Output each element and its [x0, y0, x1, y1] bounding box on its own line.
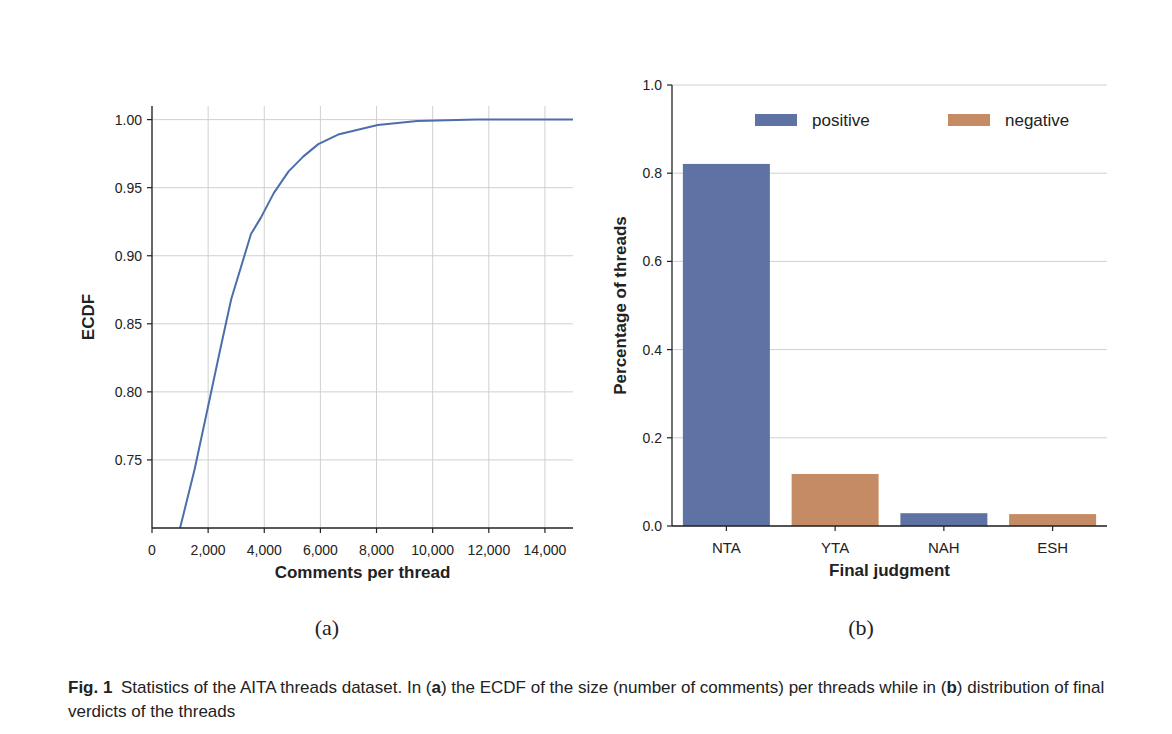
y-axis-line [151, 106, 152, 528]
y-tick-label: 0.0 [643, 518, 663, 534]
plot-area [683, 164, 1096, 526]
chart-panel: 0.75 0.80 0.85 0.90 0.95 1.00 0 2,000 4,000 6,000… [79, 106, 573, 640]
y-tick [667, 84, 672, 85]
x-tick-label: 12,000 [467, 542, 510, 558]
y-tick-label: 0.8 [643, 165, 663, 181]
x-tick-label: YTA [821, 539, 849, 556]
x-axis-line [672, 525, 1107, 526]
x-tick-label: 10,000 [411, 542, 454, 558]
grid-line [152, 391, 573, 392]
y-tick-label: 0.4 [643, 342, 663, 358]
y-tick [667, 173, 672, 174]
grid-line [152, 255, 573, 256]
x-tick [208, 528, 209, 533]
x-tick-label: NTA [712, 539, 741, 556]
grid-line [152, 323, 573, 324]
y-tick-label: 0.95 [115, 180, 142, 196]
x-tick-label: 4,000 [247, 542, 282, 558]
y-tick [147, 187, 152, 188]
grid-line [208, 106, 209, 528]
caption: Fig. 1 Statistics of the AITA threads da… [68, 676, 1128, 724]
y-tick-label: 0.2 [643, 430, 663, 446]
bar [792, 474, 879, 526]
legend-swatch [755, 114, 797, 126]
bar [1009, 514, 1096, 526]
x-tick [943, 526, 944, 531]
grid-line [488, 106, 489, 528]
y-axis-line [671, 85, 672, 526]
y-tick-label: 1.0 [643, 77, 663, 93]
y-tick-label: 0.80 [115, 384, 142, 400]
y-tick [667, 349, 672, 350]
plot-area [180, 120, 573, 528]
panel-label: (a) [315, 615, 339, 640]
panel-label: (b) [848, 615, 874, 640]
ecdf-line [180, 120, 573, 528]
x-tick [432, 528, 433, 533]
grid-line [376, 106, 377, 528]
x-tick-label: ESH [1037, 539, 1068, 556]
x-tick [376, 528, 377, 533]
x-tick-label: 6,000 [303, 542, 338, 558]
y-axis-label: Percentage of threads [611, 216, 630, 395]
x-tick [488, 528, 489, 533]
caption-label: Fig. 1 [68, 678, 112, 697]
y-tick [667, 437, 672, 438]
y-tick [147, 459, 152, 460]
grid-line [672, 85, 1107, 86]
legend: positive negative [755, 111, 1069, 130]
legend-label: negative [1005, 111, 1069, 130]
y-tick [147, 255, 152, 256]
grid-line [432, 106, 433, 528]
grid-line [320, 106, 321, 528]
caption-text: Statistics of the AITA threads dataset. … [68, 678, 1104, 721]
x-tick-label: 8,000 [359, 542, 394, 558]
x-tick-label: 0 [148, 542, 156, 558]
y-tick [667, 525, 672, 526]
grid-line [544, 106, 545, 528]
x-axis-line [152, 527, 573, 528]
chart-panel: 0.0 0.2 0.4 0.6 0.8 1.0 NTA YTA NAH ESH Final judg… [611, 77, 1107, 640]
y-tick [147, 391, 152, 392]
grid-line [264, 106, 265, 528]
y-tick-label: 0.75 [115, 452, 142, 468]
y-tick-label: 0.85 [115, 316, 142, 332]
bar [683, 164, 770, 526]
y-tick [667, 261, 672, 262]
x-axis-label: Comments per thread [275, 563, 451, 582]
grid-line [152, 106, 153, 528]
x-tick [726, 526, 727, 531]
legend-label: positive [812, 111, 870, 130]
figure: 0.75 0.80 0.85 0.90 0.95 1.00 0 2,000 4,000 6,000… [0, 0, 1172, 734]
x-tick-label: 14,000 [524, 542, 567, 558]
y-tick-label: 0.6 [643, 253, 663, 269]
x-tick-label: NAH [928, 539, 960, 556]
x-tick [835, 526, 836, 531]
y-tick-label: 0.90 [115, 248, 142, 264]
x-tick [544, 528, 545, 533]
x-axis-label: Final judgment [829, 561, 950, 580]
y-axis-label: ECDF [79, 294, 98, 340]
y-tick [147, 119, 152, 120]
x-tick [320, 528, 321, 533]
x-tick [264, 528, 265, 533]
x-tick [151, 528, 152, 533]
grid-line [152, 187, 573, 188]
x-tick-label: 2,000 [191, 542, 226, 558]
y-tick-label: 1.00 [115, 112, 142, 128]
x-tick [1052, 526, 1053, 531]
bar [900, 513, 987, 526]
grid-line [152, 459, 573, 460]
y-tick [147, 323, 152, 324]
legend-swatch [948, 114, 990, 126]
grid-line [672, 526, 1107, 527]
